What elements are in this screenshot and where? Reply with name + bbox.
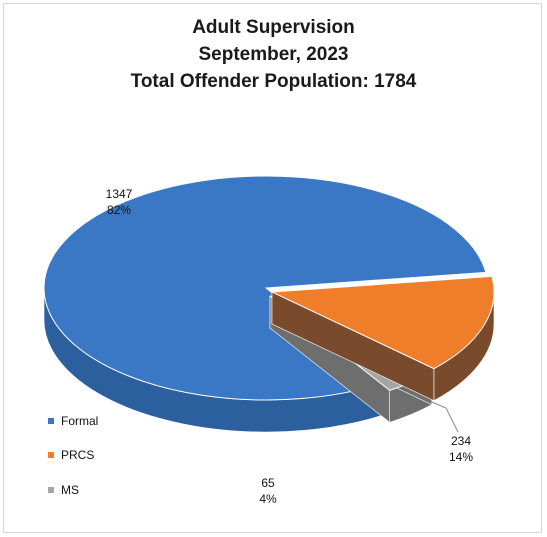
data-label-formal: 1347 82%: [89, 186, 149, 218]
legend-swatch-formal: [48, 418, 54, 424]
legend-item-prcs: PRCS: [48, 448, 94, 462]
data-label-ms-value: 65: [261, 476, 275, 490]
chart-title: Adult Supervision September, 2023 Total …: [0, 14, 547, 95]
title-line-3: Total Offender Population: 1784: [130, 71, 417, 92]
slice-prcs-top: [270, 275, 495, 370]
slice-formal-top: [43, 175, 487, 401]
data-label-prcs-percent: 14%: [448, 450, 474, 464]
data-label-prcs: 234 14%: [431, 433, 491, 465]
leader-line-prcs: [431, 401, 459, 433]
legend-label-ms: MS: [61, 483, 79, 497]
title-line-2: September, 2023: [198, 44, 349, 65]
legend-label-prcs: PRCS: [61, 448, 95, 462]
title-line-1: Adult Supervision: [192, 17, 355, 38]
legend-label-formal: Formal: [61, 414, 99, 428]
legend-swatch-ms: [48, 487, 54, 493]
data-label-formal-percent: 82%: [106, 203, 132, 217]
legend-swatch-prcs: [48, 452, 54, 458]
data-label-ms: 65 4%: [238, 475, 298, 507]
legend-item-ms: MS: [48, 483, 79, 497]
legend-item-formal: Formal: [48, 414, 98, 428]
chart-frame: [3, 3, 542, 533]
data-label-ms-percent: 4%: [259, 492, 277, 506]
data-label-prcs-value: 234: [450, 434, 472, 448]
data-label-formal-value: 1347: [105, 187, 133, 201]
